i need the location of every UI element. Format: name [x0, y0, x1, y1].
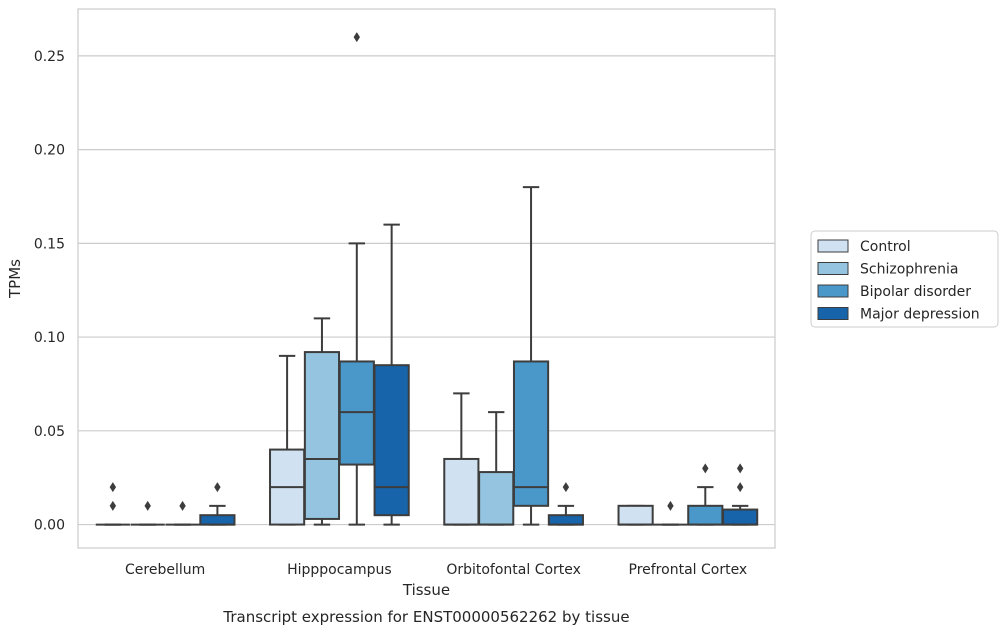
legend-item: Bipolar disorder: [817, 284, 971, 300]
chart-caption: Transcript expression for ENST0000056226…: [222, 608, 629, 626]
outlier-point: [109, 500, 117, 511]
box-body: [443, 457, 480, 526]
box-body: [687, 504, 724, 526]
y-axis-label: TPMs: [6, 259, 24, 299]
y-tick-label: 0.25: [34, 49, 65, 65]
outlier-point: [736, 482, 744, 493]
box-body: [547, 514, 584, 526]
box-1-3: [373, 223, 410, 526]
x-tick-labels: Cerebellum Hipppocampus Orbitofontal Corte…: [125, 562, 747, 578]
outlier-point: [667, 500, 674, 511]
box-0-1: [130, 500, 165, 526]
boxes: [95, 32, 759, 526]
box-2-0: [443, 392, 480, 526]
plot-frame: [77, 8, 776, 549]
x-tick-label: Prefrontal Cortex: [629, 562, 748, 578]
box-3-1: [653, 500, 688, 526]
y-tick-label: 0.05: [34, 424, 65, 440]
legend-label: Control: [860, 239, 911, 255]
gridlines: [78, 55, 775, 526]
y-tick-label: 0.15: [34, 236, 65, 252]
box-0-3: [199, 482, 236, 526]
y-tick-label: 0.10: [34, 330, 65, 346]
box-body: [722, 508, 759, 526]
legend-item: Major depression: [817, 307, 980, 323]
box-body: [199, 514, 236, 526]
outlier-point: [214, 482, 221, 493]
x-axis-label: Tissue: [402, 581, 450, 599]
box-0-2: [165, 500, 200, 526]
legend-label: Major depression: [860, 307, 980, 323]
outlier-point: [562, 482, 570, 493]
x-tick-label: Hipppocampus: [287, 562, 392, 578]
x-tick-label: Orbitofontal Cortex: [446, 562, 581, 578]
legend-label: Bipolar disorder: [860, 284, 971, 300]
legend: Control Schizophrenia Bipolar disorder Majo…: [810, 230, 999, 328]
box-3-2: [687, 463, 724, 526]
box-3-0: [617, 504, 654, 526]
box-body: [512, 360, 550, 507]
outlier-point: [144, 500, 151, 511]
box-2-1: [478, 411, 515, 526]
box-body: [478, 471, 515, 526]
box-1-2: [338, 32, 375, 526]
y-tick-label: 0.20: [34, 143, 65, 159]
legend-swatch: [817, 307, 849, 320]
box-2-2: [512, 186, 550, 526]
outlier-point: [109, 482, 117, 493]
legend-frame: [810, 230, 999, 328]
box-body: [373, 364, 410, 517]
legend-swatch: [817, 262, 849, 275]
legend-swatch: [817, 239, 849, 253]
y-tick-labels: 0.00 0.05 0.10 0.15 0.20 0.25: [34, 49, 65, 534]
box-body: [617, 504, 654, 526]
box-3-3: [722, 463, 759, 526]
y-tick-label: 0.00: [34, 518, 65, 534]
x-tick-label: Cerebellum: [125, 562, 205, 578]
legend-item: Control: [817, 239, 911, 255]
outlier-point: [179, 500, 186, 511]
legend-swatch: [817, 284, 849, 298]
box-body: [303, 351, 341, 520]
box-2-3: [547, 482, 584, 526]
outlier-point: [736, 463, 744, 474]
box-1-0: [269, 354, 306, 526]
box-1-1: [303, 317, 341, 526]
legend-item: Schizophrenia: [817, 262, 958, 278]
legend-label: Schizophrenia: [860, 262, 958, 278]
outlier-point: [702, 463, 709, 474]
outlier-point: [353, 32, 360, 43]
box-0-0: [95, 482, 130, 526]
